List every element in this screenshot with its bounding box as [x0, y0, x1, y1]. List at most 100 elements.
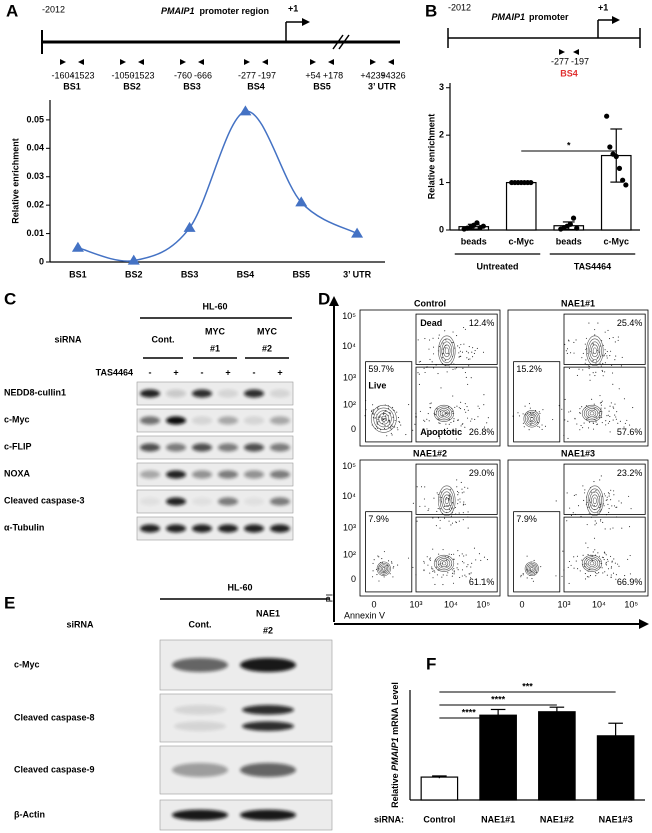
event-dot — [463, 562, 465, 564]
event-dot — [471, 418, 473, 420]
gate-live — [365, 361, 413, 443]
event-dot — [468, 365, 470, 367]
data-point — [574, 225, 580, 231]
event-dot — [428, 348, 430, 350]
event-dot — [382, 418, 384, 420]
event-dot — [458, 512, 460, 514]
event-dot — [599, 395, 601, 397]
event-dot — [456, 567, 458, 569]
event-dot — [459, 355, 461, 358]
event-dot — [578, 368, 580, 370]
blot-band — [242, 705, 294, 715]
site-name: BS4 — [560, 68, 578, 78]
data-point — [570, 215, 577, 221]
event-dot — [392, 576, 394, 578]
event-dot — [582, 352, 584, 354]
condition: MYC — [257, 326, 278, 336]
event-dot — [587, 547, 589, 549]
condition: #1 — [210, 343, 220, 353]
event-dot — [463, 555, 465, 557]
event-dot — [450, 421, 452, 424]
event-dot — [592, 428, 595, 430]
blot-band — [174, 721, 226, 731]
event-dot — [610, 574, 612, 576]
gene-name: PMAIP1 — [491, 12, 525, 22]
event-dot — [602, 521, 604, 524]
event-dot — [427, 413, 429, 415]
blot-band — [192, 389, 212, 398]
event-dot — [390, 427, 392, 429]
event-dot — [438, 435, 441, 437]
event-dot — [470, 420, 472, 422]
event-dot — [458, 347, 460, 349]
event-dot — [584, 573, 586, 575]
event-dot — [580, 424, 582, 427]
contour — [591, 344, 599, 358]
event-dot — [564, 343, 566, 346]
event-dot — [605, 564, 607, 566]
event-dot — [470, 577, 472, 579]
event-dot — [458, 352, 460, 354]
event-dot — [609, 431, 611, 433]
event-dot — [450, 515, 452, 517]
contour — [585, 408, 599, 419]
row-label: Cleaved caspase-8 — [14, 712, 95, 722]
event-dot — [568, 340, 570, 342]
condition: NAE1 — [256, 608, 280, 618]
blot-band — [172, 658, 228, 672]
blot-band — [192, 497, 212, 506]
panel-label: C — [4, 289, 16, 308]
event-dot — [520, 574, 522, 577]
event-dot — [605, 499, 607, 501]
event-dot — [463, 409, 466, 411]
bar — [479, 714, 517, 801]
event-dot — [597, 322, 599, 324]
event-dot — [526, 555, 528, 557]
event-dot — [462, 503, 465, 505]
bar — [596, 735, 635, 801]
x-tick-label: 10⁴ — [592, 599, 606, 609]
event-dot — [435, 560, 437, 562]
treatment-label: TAS4464 — [96, 367, 133, 377]
event-dot — [475, 559, 477, 561]
event-dot — [408, 404, 410, 406]
event-dot — [588, 576, 590, 578]
event-dot — [478, 407, 480, 409]
contour — [525, 411, 539, 426]
primer-from: +4239 — [360, 70, 385, 80]
event-dot — [437, 337, 440, 339]
event-dot — [618, 565, 620, 567]
gate-dead — [563, 463, 646, 515]
event-dot — [470, 566, 472, 568]
event-dot — [605, 420, 607, 422]
event-dot — [593, 537, 596, 539]
contour — [589, 491, 601, 511]
blot-band — [218, 389, 238, 398]
event-dot — [599, 503, 602, 505]
event-dot — [465, 576, 467, 578]
sirna-label: siRNA — [66, 619, 94, 629]
event-dot — [600, 518, 602, 521]
event-dot — [377, 407, 379, 409]
event-dot — [522, 574, 524, 576]
event-dot — [445, 339, 447, 341]
event-dot — [389, 419, 391, 421]
contour — [438, 485, 456, 517]
event-dot — [477, 405, 479, 407]
event-dot — [384, 425, 386, 427]
event-dot — [391, 562, 393, 564]
event-dot — [462, 367, 464, 369]
site-name: BS1 — [63, 81, 81, 91]
event-dot — [600, 475, 602, 477]
promoter-title: PMAIP1 promoter region — [161, 6, 269, 16]
event-dot — [579, 408, 581, 410]
contour — [370, 404, 397, 433]
event-dot — [577, 568, 579, 570]
event-dot — [457, 499, 459, 501]
event-dot — [611, 372, 614, 374]
event-dot — [469, 573, 471, 575]
event-dot — [398, 420, 400, 423]
event-dot — [428, 339, 431, 341]
event-dot — [459, 498, 461, 500]
event-dot — [583, 422, 585, 424]
